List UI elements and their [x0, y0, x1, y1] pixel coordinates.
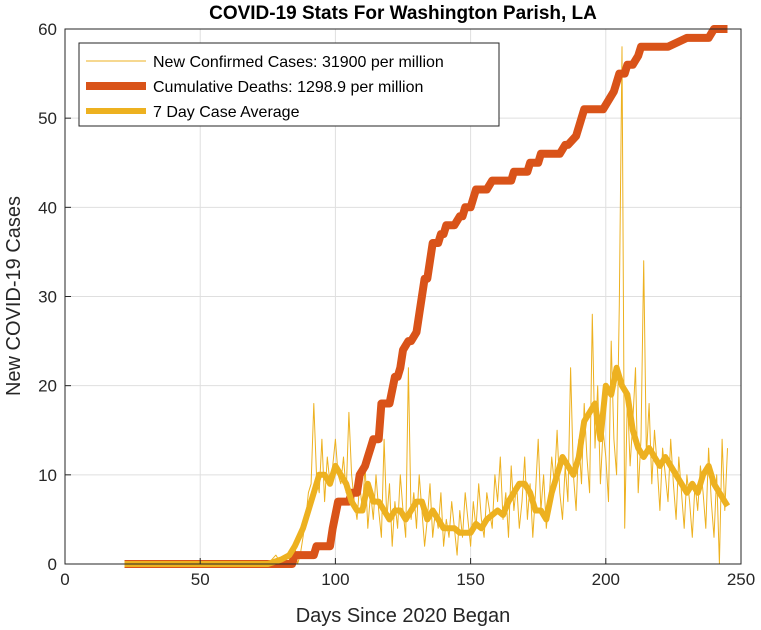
- y-tick-label: 20: [38, 377, 57, 396]
- ticks: 0 50 100 150 200 250 0 10 20 30 40 50 60: [38, 20, 755, 589]
- y-tick-label: 30: [38, 288, 57, 307]
- chart-title: COVID-19 Stats For Washington Parish, LA: [209, 3, 597, 24]
- y-axis-label: New COVID-19 Cases: [3, 196, 25, 396]
- y-tick-label: 0: [48, 555, 57, 574]
- legend-label-7-day-average: 7 Day Case Average: [153, 104, 300, 121]
- y-tick-label: 10: [38, 466, 57, 485]
- y-tick-label: 50: [38, 109, 57, 128]
- series-line-new-cases: [124, 46, 728, 565]
- grid: [65, 29, 741, 564]
- legend-label-new-cases: New Confirmed Cases: 31900 per million: [153, 54, 444, 71]
- y-tick-label: 40: [38, 198, 57, 217]
- series-line-cumulative-deaths: [124, 25, 728, 568]
- legend: New Confirmed Cases: 31900 per million C…: [78, 42, 500, 127]
- x-tick-label: 0: [60, 570, 69, 589]
- x-tick-label: 200: [592, 570, 620, 589]
- x-tick-label: 250: [727, 570, 755, 589]
- x-tick-label: 50: [191, 570, 210, 589]
- legend-label-cumulative-deaths: Cumulative Deaths: 1298.9 per million: [153, 79, 423, 96]
- x-axis-label: Days Since 2020 Began: [296, 605, 511, 627]
- legend-box: [78, 42, 500, 127]
- y-tick-label: 60: [38, 20, 57, 39]
- x-tick-label: 150: [456, 570, 484, 589]
- series-line-7-day-average: [124, 364, 731, 567]
- x-tick-label: 100: [321, 570, 349, 589]
- series-layer: [124, 25, 731, 568]
